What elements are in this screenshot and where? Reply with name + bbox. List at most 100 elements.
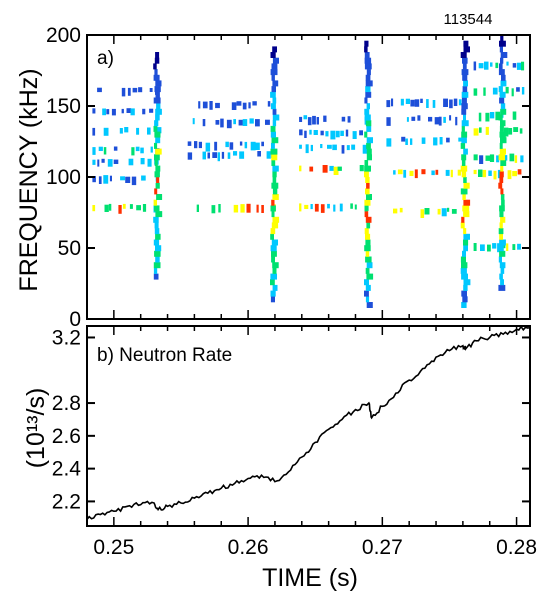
spectrogram-cell — [399, 207, 403, 213]
spectrogram-cell — [196, 204, 199, 212]
spectrogram-cell — [498, 86, 503, 93]
spectrogram-y-ticks: 0 50 100 150 200 — [46, 24, 530, 331]
spectrogram-cell — [500, 108, 507, 115]
spectrogram-cell — [136, 127, 140, 135]
spectrogram-cell — [499, 125, 504, 132]
spectrogram-cell — [249, 118, 254, 124]
spectrogram-cell — [198, 101, 201, 109]
spectrogram-cell — [155, 165, 161, 172]
spectrogram-cell — [462, 74, 468, 81]
spectrogram-cell — [272, 171, 277, 178]
spectrogram-cell — [426, 99, 429, 108]
spectrogram-cell — [500, 165, 504, 172]
spectrogram-cell — [480, 244, 485, 251]
spectrogram-cell — [365, 177, 370, 183]
spectrogram-cell — [463, 46, 470, 53]
spectrogram-cell — [463, 148, 468, 155]
spectrogram-cell — [365, 120, 372, 127]
spectrogram-cell — [221, 151, 225, 159]
spectrogram-cell — [499, 233, 503, 240]
spectrogram-cell — [140, 158, 145, 165]
spectrogram-cell — [272, 262, 279, 269]
spectrogram-cell — [366, 148, 372, 155]
spectrogram-cell — [339, 203, 343, 212]
spectrogram-cell — [153, 74, 160, 81]
spectrogram-cell — [414, 99, 420, 107]
spectrogram-cell — [473, 154, 478, 161]
spectrogram-cell — [506, 61, 509, 66]
spectrogram-cell — [512, 63, 517, 68]
spectrogram-cell — [520, 155, 524, 163]
spectrogram-cell — [366, 137, 373, 144]
spectrogram-cell — [226, 119, 232, 129]
spectrogram-cell — [149, 108, 154, 113]
spectrogram-cell — [364, 52, 370, 58]
spectrogram-cell — [153, 97, 161, 104]
spectrogram-cell — [461, 154, 467, 161]
spectrogram-cell — [492, 87, 498, 95]
spectrogram-cell — [320, 144, 323, 149]
spectrogram-cell — [239, 151, 245, 159]
spectrogram-cell — [499, 177, 504, 183]
spectrogram-cell — [517, 243, 521, 250]
spectrogram-cell — [500, 267, 505, 274]
spectrogram-cell — [202, 101, 208, 109]
spectrogram-cell — [271, 137, 279, 144]
spectrogram-cell — [364, 108, 370, 115]
spectrogram-cell — [202, 119, 206, 127]
spectrogram-cell — [463, 40, 469, 47]
x-tick-label: 0.27 — [362, 536, 403, 559]
spectrogram-cell — [322, 165, 328, 173]
spectrogram-cell — [463, 80, 468, 87]
spectrogram-cell — [142, 204, 147, 212]
spectrogram-cell — [493, 170, 497, 180]
spectrogram-cell — [155, 233, 161, 240]
spectrogram-cell — [270, 233, 274, 240]
spectrogram-cell — [256, 204, 259, 213]
spectrogram-cell — [337, 166, 342, 171]
spectrogram-cell — [499, 222, 503, 229]
spectrogram-cell — [271, 142, 275, 149]
spectrogram-cell — [236, 101, 242, 106]
spectrogram-cell — [154, 131, 161, 138]
spectrogram-cell — [316, 117, 319, 125]
spectrogram-cell — [461, 273, 468, 280]
spectrogram-cell — [98, 176, 102, 184]
spectrogram-panel: 0 50 100 150 200 a) FREQUENCY (kHz) — [15, 24, 531, 331]
spectrogram-cell — [233, 204, 239, 213]
spectrogram-cell — [386, 138, 392, 147]
spectrogram-cell — [310, 144, 313, 152]
spectrogram-cell — [473, 61, 477, 71]
spectrogram-cell — [202, 151, 206, 160]
spectrogram-cell — [155, 245, 162, 252]
spectrogram-cell — [366, 69, 371, 76]
spectrogram-cell — [142, 108, 146, 115]
spectrogram-cell — [332, 144, 337, 151]
spectrogram-cell — [473, 169, 477, 175]
y-tick-label: 150 — [46, 95, 81, 118]
spectrogram-cell — [478, 63, 484, 69]
spectrogram-cell — [271, 160, 276, 166]
spectrogram-cell — [154, 171, 160, 178]
spectrogram-cell — [233, 119, 236, 125]
spectrogram-cell — [272, 114, 280, 121]
spectrogram-cell — [215, 120, 220, 125]
spectrogram-cell — [329, 165, 334, 171]
spectrogram-cell — [136, 205, 141, 211]
spectrogram-cell — [499, 46, 503, 53]
spectrogram-cell — [485, 155, 491, 161]
spectrogram-cell — [271, 256, 275, 263]
spectrogram-cell — [242, 102, 247, 110]
spectrogram-cell — [92, 127, 96, 136]
spectrogram-cell — [113, 146, 118, 151]
y-tick-label: 2.8 — [52, 392, 81, 415]
spectrogram-cell — [242, 119, 248, 126]
spectrogram-cell — [462, 205, 470, 212]
spectrogram-cell — [500, 279, 504, 286]
spectrogram-cell — [270, 103, 276, 110]
spectrogram-cell — [138, 87, 143, 93]
spectrogram-cell — [154, 222, 159, 229]
spectrogram-cell — [401, 136, 406, 142]
spectrogram-cell — [304, 130, 307, 138]
